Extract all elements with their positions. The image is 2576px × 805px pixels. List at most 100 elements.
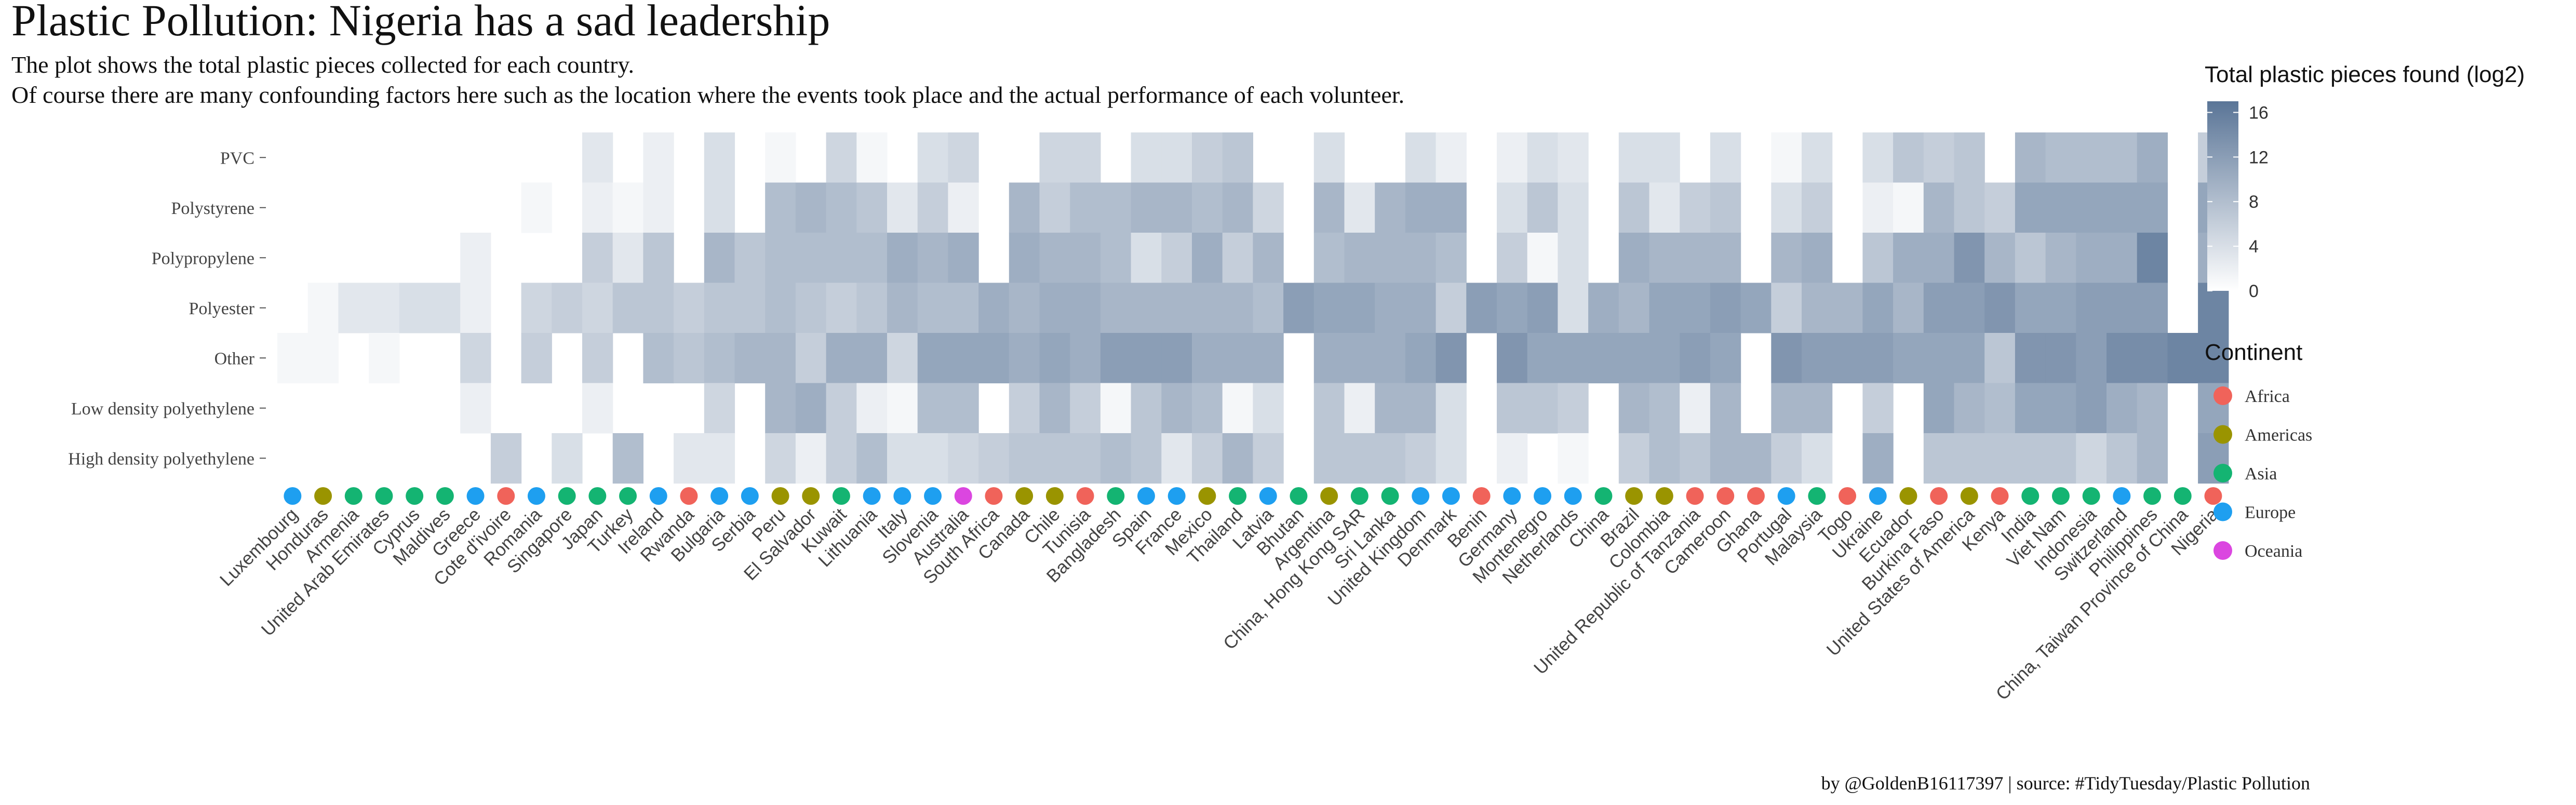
heatmap-cells: [277, 132, 2229, 484]
heatmap-cell-peru-pvc: [765, 132, 796, 183]
heatmap-cell-italy-high-density-polyethylene: [887, 433, 918, 484]
continent-dot-ecuador: [1899, 487, 1917, 505]
heatmap-cell-thailand-low-density-polyethylene: [1222, 383, 1253, 434]
heatmap-cell-philippines-polypropylene: [2137, 233, 2168, 284]
heatmap-cell-indonesia-polyester: [2076, 283, 2107, 333]
heatmap-cell-nigeria-other: [2198, 333, 2229, 384]
heatmap-cell-bangladesh-polyester: [1100, 283, 1132, 333]
heatmap-cell-lithuania-polyester: [856, 283, 888, 333]
heatmap-cell-nigeria-polyester: [2198, 283, 2229, 333]
continent-dot-cyprus: [406, 487, 424, 505]
continent-dot-latvia: [1259, 487, 1277, 505]
continent-dot-rwanda: [680, 487, 698, 505]
heatmap-cell-viet-nam-polystyrene: [2045, 182, 2076, 233]
continent-dot-mexico: [1198, 487, 1216, 505]
heatmap-cell-singapore-polyester: [552, 283, 583, 333]
continent-dot-brazil: [1625, 487, 1643, 505]
continent-dot-romania: [527, 487, 545, 505]
heatmap-cell-colombia-polyester: [1649, 283, 1680, 333]
heatmap-cell-spain-polypropylene: [1131, 233, 1162, 284]
heatmap-cell-bulgaria-pvc: [704, 132, 735, 183]
heatmap-cell-viet-nam-polypropylene: [2045, 233, 2076, 284]
heatmap-cell-peru-polypropylene: [765, 233, 796, 284]
heatmap-cell-argentina-polystyrene: [1313, 182, 1345, 233]
heatmap-cell-brazil-polystyrene: [1618, 182, 1650, 233]
heatmap-cell-switzerland-other: [2107, 333, 2138, 384]
heatmap-cell-united-states-of-america-high-density-polyethylene: [1954, 433, 1985, 484]
continent-dot-peru: [771, 487, 789, 505]
continent-dot-sri-lanka: [1381, 487, 1399, 505]
color-legend-title: Total plastic pieces found (log2): [2205, 62, 2525, 87]
heatmap-cell-united-arab-emirates-other: [369, 333, 400, 384]
continent-legend-label: Americas: [2245, 426, 2312, 445]
heatmap-cell-portugal-polypropylene: [1771, 233, 1802, 284]
heatmap-cell-romania-polystyrene: [521, 182, 552, 233]
heatmap-cell-canada-low-density-polyethylene: [1009, 383, 1040, 434]
continent-dot-cameroon: [1716, 487, 1735, 505]
heatmap-cell-china-hong-kong-sar-polystyrene: [1344, 182, 1375, 233]
heatmap-cell-spain-other: [1131, 333, 1162, 384]
continent-dot-ghana: [1747, 487, 1765, 505]
continent-dot-lithuania: [863, 487, 881, 505]
heatmap-cell-mexico-polyester: [1192, 283, 1223, 333]
y-axis-labels: PVC Polystyrene Polypropylene Polyester Othe…: [68, 149, 266, 468]
continent-legend-label: Europe: [2245, 503, 2296, 522]
heatmap-cell-argentina-other: [1313, 333, 1345, 384]
heatmap-cell-united-states-of-america-polyester: [1954, 283, 1985, 333]
heatmap-cell-latvia-polypropylene: [1253, 233, 1284, 284]
heatmap-cell-malaysia-other: [1802, 333, 1833, 384]
heatmap-cell-chile-other: [1039, 333, 1070, 384]
heatmap-cell-bangladesh-low-density-polyethylene: [1100, 383, 1132, 434]
heatmap-cell-united-kingdom-other: [1405, 333, 1437, 384]
heatmap-cell-montenegro-other: [1527, 333, 1558, 384]
heatmap-cell-lithuania-polypropylene: [856, 233, 888, 284]
heatmap-cell-philippines-pvc: [2137, 132, 2168, 183]
heatmap-cell-montenegro-low-density-polyethylene: [1527, 383, 1558, 434]
heatmap-cell-philippines-polyester: [2137, 283, 2168, 333]
heatmap-cell-canada-polypropylene: [1009, 233, 1040, 284]
continent-dot-france: [1168, 487, 1186, 505]
heatmap-cell-slovenia-polypropylene: [917, 233, 948, 284]
heatmap-cell-ukraine-low-density-polyethylene: [1862, 383, 1894, 434]
heatmap-cell-china-hong-kong-sar-other: [1344, 333, 1375, 384]
heatmap-cell-mexico-high-density-polyethylene: [1192, 433, 1223, 484]
heatmap-cell-kuwait-polyester: [826, 283, 857, 333]
heatmap-cell-cameroon-polystyrene: [1710, 182, 1741, 233]
heatmap-cell-italy-polystyrene: [887, 182, 918, 233]
heatmap-cell-united-kingdom-polyester: [1405, 283, 1437, 333]
heatmap-cell-ecuador-polypropylene: [1893, 233, 1924, 284]
heatmap-cell-mexico-pvc: [1192, 132, 1223, 183]
heatmap-cell-philippines-low-density-polyethylene: [2137, 383, 2168, 434]
heatmap-cell-australia-pvc: [948, 132, 979, 183]
color-legend-bar: [2207, 101, 2238, 291]
heatmap-cell-malaysia-low-density-polyethylene: [1802, 383, 1833, 434]
heatmap-cell-united-republic-of-tanzania-high-density-polyethylene: [1680, 433, 1711, 484]
heatmap-cell-canada-other: [1009, 333, 1040, 384]
heatmap-cell-peru-polystyrene: [765, 182, 796, 233]
heatmap-cell-sri-lanka-polystyrene: [1375, 182, 1406, 233]
heatmap-cell-montenegro-polystyrene: [1527, 182, 1558, 233]
heatmap-cell-tunisia-pvc: [1070, 132, 1101, 183]
continent-legend-swatch-europe: [2213, 502, 2232, 521]
continent-dot-canada: [1015, 487, 1034, 505]
continent-dot-malaysia: [1808, 487, 1826, 505]
heatmap-cell-india-other: [2015, 333, 2046, 384]
heatmap-cell-turkey-high-density-polyethylene: [612, 433, 643, 484]
heatmap-cell-united-republic-of-tanzania-other: [1680, 333, 1711, 384]
heatmap-cell-france-polyester: [1161, 283, 1192, 333]
heatmap-cell-tunisia-polyester: [1070, 283, 1101, 333]
heatmap-cell-mexico-polypropylene: [1192, 233, 1223, 284]
heatmap-cell-rwanda-high-density-polyethylene: [674, 433, 705, 484]
continent-dot-cote-d-ivoire: [497, 487, 515, 505]
heatmap-cell-germany-high-density-polyethylene: [1497, 433, 1528, 484]
heatmap-cell-ukraine-pvc: [1862, 132, 1894, 183]
heatmap-cell-indonesia-pvc: [2076, 132, 2107, 183]
heatmap-cell-cameroon-pvc: [1710, 132, 1741, 183]
continent-dot-armenia: [344, 487, 363, 505]
heatmap-cell-burkina-faso-polypropylene: [1923, 233, 1955, 284]
continent-dot-benin: [1472, 487, 1491, 505]
heatmap-cell-germany-low-density-polyethylene: [1497, 383, 1528, 434]
heatmap-cell-burkina-faso-low-density-polyethylene: [1923, 383, 1955, 434]
heatmap-cell-france-polystyrene: [1161, 182, 1192, 233]
continent-dot-denmark: [1442, 487, 1460, 505]
